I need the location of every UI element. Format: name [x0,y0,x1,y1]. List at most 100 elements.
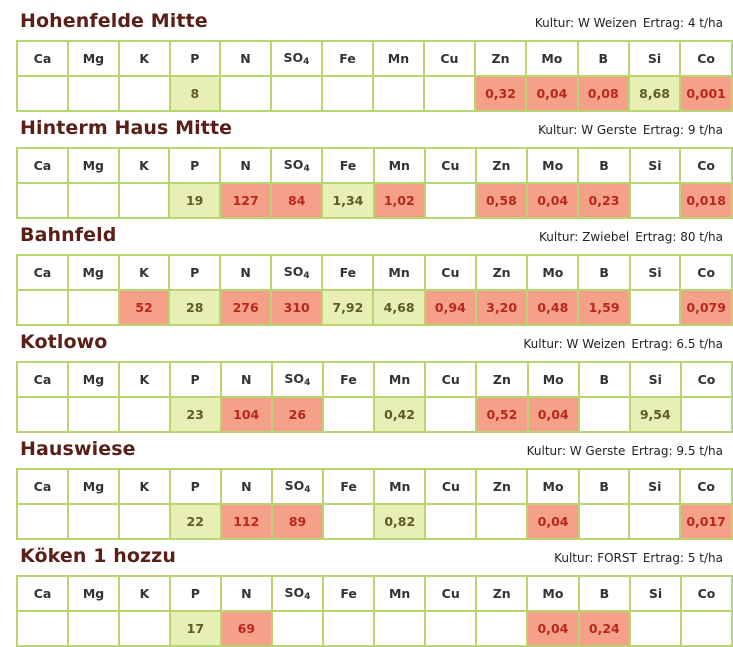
nutrient-header-label: Zn [492,479,511,494]
field-title: Bahnfeld [20,224,117,246]
value-row: 8 0,32 0,04 0,08 8,68 0,001 [16,75,733,112]
value-cell: 0,42 [372,396,427,433]
nutrient-header-label: Mo [542,372,564,387]
nutrient-header-si: Si [628,254,682,291]
value-cell: 310 [270,289,324,326]
value-cell [117,75,171,112]
nutrient-header-label: B [598,51,608,66]
nutrient-header-b: B [577,575,632,612]
nutrient-header-b: B [577,147,631,184]
nutrient-header-label: Co [697,586,716,601]
field-title: Köken 1 hozzu [20,545,176,567]
field-title: Kotlowo [20,331,108,353]
subscript: 4 [303,164,310,174]
nutrient-header-label: P [190,265,200,280]
kultur-label: Kultur: [538,230,579,244]
nutrient-header-mg: Mg [66,147,120,184]
value-cell [424,610,478,647]
nutrient-header-label: SO [284,585,305,600]
value-cell [628,182,682,219]
value-cell: 26 [270,396,324,433]
nutrient-header-label: P [190,372,200,387]
nutrient-header-label: Zn [492,158,511,173]
nutrient-header-ca: Ca [16,361,69,398]
nutrient-header-label: B [599,265,609,280]
value-cell: 0,52 [475,396,529,433]
value-cell [629,610,682,647]
nutrient-header-k: K [118,575,171,612]
nutrient-header-label: Co [697,158,716,173]
nutrient-header-label: Ca [33,372,52,387]
nutrient-header-zn: Zn [474,147,529,184]
field-section: Kotlowo Kultur: W Weizen Ertrag: 6.5 t/ha C… [0,325,733,433]
nutrient-header-mo: Mo [526,147,580,184]
nutrient-header-label: Mg [82,586,105,601]
value-cell [270,610,325,647]
subscript: 4 [304,485,311,495]
header-row: Ca Mg K P N SO4 Fe Mn Cu Zn Mo B Si Co [16,254,733,291]
value-cell [118,503,171,540]
ertrag-label: Ertrag: [642,16,685,30]
value-cell: 17 [168,610,222,647]
nutrient-header-label: Si [648,158,662,173]
value-cell: 28 [168,289,222,326]
value-cell [16,182,69,219]
nutrient-table: Ca Mg K P N SO4 Fe Mn Cu Zn Mo B Si Co 8 0,32 0,04 0,08 8,… [16,40,733,112]
value-cell: 0,04 [526,503,580,540]
field-section: Bahnfeld Kultur: Zwiebel Ertrag: 80 t/ha Ca… [0,218,733,326]
value-cell [371,75,425,112]
value-cell [16,396,69,433]
nutrient-header-si: Si [628,361,682,398]
nutrient-header-label: Mo [542,586,564,601]
subscript: 4 [303,271,310,281]
nutrient-header-ca: Ca [16,468,69,505]
value-cell [322,610,376,647]
value-cell: 0,04 [526,610,580,647]
nutrient-header-label: K [139,158,149,173]
nutrient-header-label: N [241,479,252,494]
nutrient-header-ca: Ca [16,575,69,612]
value-cell [66,182,120,219]
value-cell [66,75,120,112]
subscript: 4 [304,378,311,388]
field-header: Hauswiese Kultur: W Gerste Ertrag: 9.5 t/h… [0,432,733,466]
value-cell: 0,23 [577,182,631,219]
value-cell: 4,68 [372,289,426,326]
kultur-label: Kultur: [534,16,575,30]
value-cell [475,503,529,540]
nutrient-header-mn: Mn [371,40,425,77]
nutrient-table: Ca Mg K P N SO4 Fe Mn Cu Zn Mo B Si Co 22 112 89 0,82 0,04… [16,468,733,540]
nutrient-header-co: Co [679,40,733,77]
nutrient-header-zn: Zn [473,40,528,77]
nutrient-header-co: Co [679,468,733,505]
nutrient-header-cu: Cu [424,575,478,612]
nutrient-header-fe: Fe [321,254,375,291]
nutrient-header-mn: Mn [372,254,426,291]
nutrient-header-label: P [190,586,200,601]
nutrient-header-cu: Cu [424,468,478,505]
nutrient-header-label: K [139,479,150,494]
kultur-value: W Gerste [569,444,626,458]
nutrient-header-label: Fe [339,51,356,66]
value-cell [269,75,324,112]
value-cell: 1,59 [577,289,631,326]
value-cell: 0,48 [526,289,580,326]
nutrient-header-label: K [139,586,150,601]
nutrient-header-label: B [599,372,609,387]
header-row: Ca Mg K P N SO4 Fe Mn Cu Zn Mo B Si Co [16,147,733,184]
value-cell: 0,04 [526,182,580,219]
nutrient-header-label: Mn [388,586,411,601]
value-cell [66,503,121,540]
nutrient-header-so: SO4 [270,254,324,291]
nutrient-header-fe: Fe [322,468,376,505]
value-cell [423,182,477,219]
crop-info: Kultur: W Weizen Ertrag: 4 t/ha [535,16,723,30]
field-header: Bahnfeld Kultur: Zwiebel Ertrag: 80 t/ha [0,218,733,252]
nutrient-header-p: P [168,40,222,77]
field-section: Köken 1 hozzu Kultur: FORST Ertrag: 5 t/ha… [0,539,733,647]
value-cell: 0,58 [474,182,529,219]
nutrient-header-ca: Ca [16,40,69,77]
ertrag-value: 9 t/ha [687,123,723,137]
crop-info: Kultur: FORST Ertrag: 5 t/ha [554,551,723,565]
nutrient-header-ca: Ca [16,147,69,184]
